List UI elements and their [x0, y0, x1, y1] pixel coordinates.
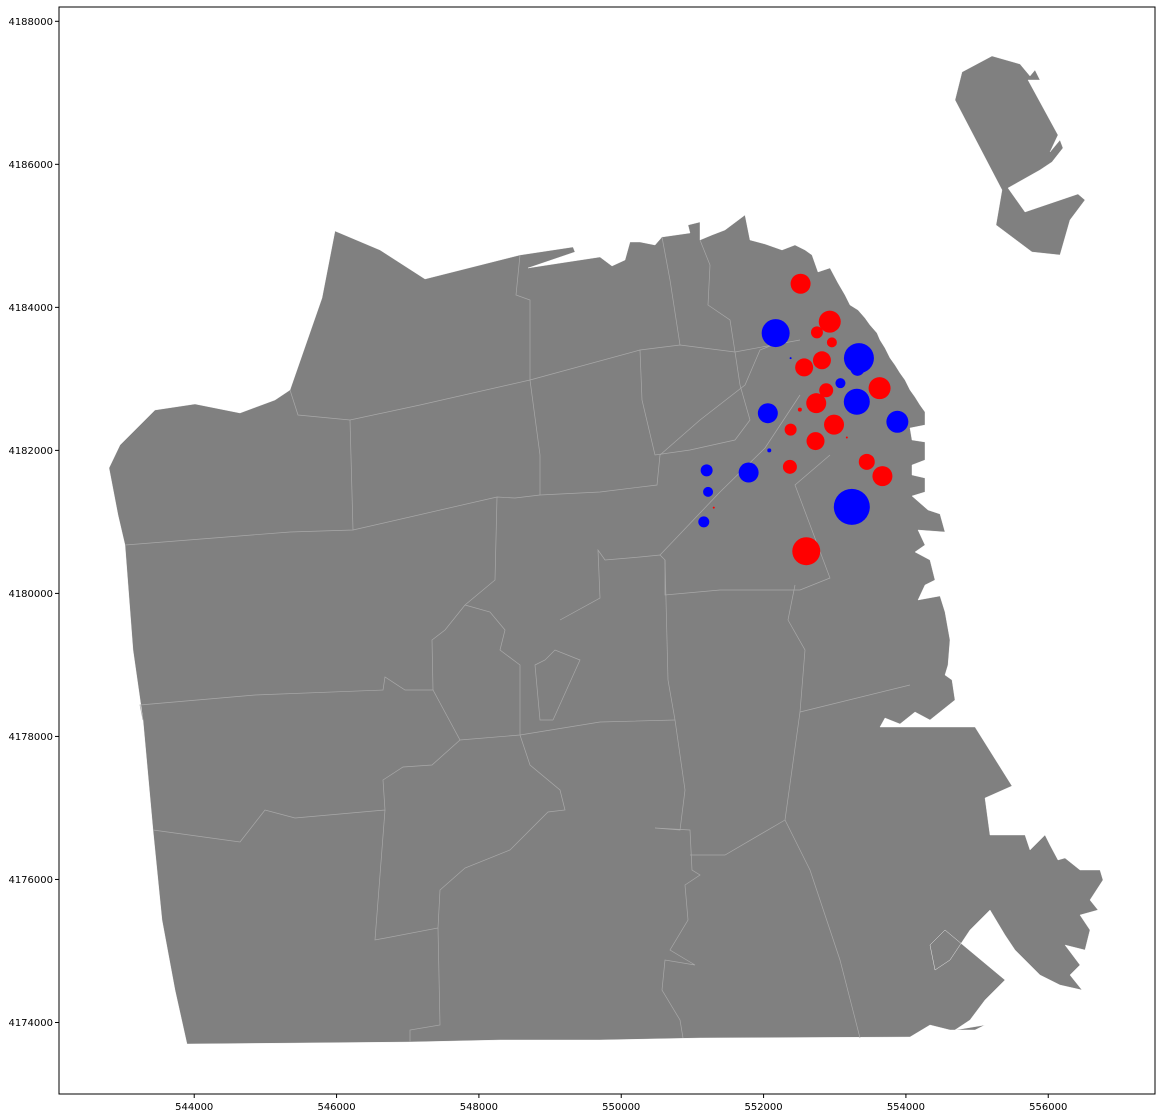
- red-scatter-point: [797, 407, 802, 412]
- red-scatter-point: [784, 423, 797, 436]
- red-scatter-point: [792, 537, 821, 566]
- y-tick-label: 4174000: [8, 1018, 53, 1029]
- red-scatter-point: [845, 436, 848, 439]
- scatter-points: [698, 273, 909, 566]
- red-scatter-point: [712, 506, 715, 509]
- blue-scatter-point: [700, 464, 713, 477]
- x-tick-label: 550000: [602, 1102, 640, 1113]
- red-scatter-point: [806, 432, 825, 451]
- city-land-mass: [108, 214, 1104, 1045]
- red-scatter-point: [790, 273, 811, 294]
- y-tick-label: 4184000: [8, 303, 53, 314]
- y-tick-label: 4186000: [8, 160, 53, 171]
- y-axis: 4174000 4176000 4178000 4180000 4182000 41840…: [8, 17, 59, 1029]
- blue-scatter-point: [835, 378, 846, 389]
- y-tick-label: 4188000: [8, 17, 53, 28]
- red-scatter-point: [795, 358, 814, 377]
- blue-scatter-point: [738, 462, 759, 483]
- treasure-island: [954, 55, 1086, 256]
- y-tick-label: 4176000: [8, 875, 53, 886]
- y-tick-label: 4178000: [8, 732, 53, 743]
- blue-scatter-point: [843, 388, 870, 415]
- red-scatter-point: [818, 310, 841, 333]
- x-tick-label: 554000: [887, 1102, 925, 1113]
- blue-scatter-point: [703, 486, 714, 497]
- red-scatter-point: [812, 351, 831, 370]
- neighborhood-boundaries: [124, 236, 911, 1042]
- blue-scatter-point: [850, 361, 865, 376]
- x-axis: 544000 546000 548000 550000 552000 554000 5560…: [175, 1094, 1067, 1113]
- blue-scatter-point: [761, 319, 790, 348]
- red-scatter-point: [868, 377, 891, 400]
- blue-scatter-point: [833, 488, 870, 525]
- blue-scatter-point: [789, 357, 792, 360]
- red-scatter-point: [782, 459, 797, 474]
- x-tick-label: 544000: [175, 1102, 213, 1113]
- red-scatter-point: [819, 383, 834, 398]
- x-tick-label: 556000: [1029, 1102, 1067, 1113]
- blue-scatter-point: [886, 410, 909, 433]
- y-tick-label: 4180000: [8, 589, 53, 600]
- red-scatter-point: [872, 466, 893, 487]
- red-scatter-point: [810, 326, 823, 339]
- city-neighborhood-map: [108, 55, 1104, 1045]
- blue-scatter-point: [698, 516, 710, 528]
- x-tick-label: 546000: [317, 1102, 355, 1113]
- axes-frame: [58, 6, 1156, 1095]
- red-scatter-point: [858, 453, 875, 470]
- y-tick-label: 4182000: [8, 446, 53, 457]
- x-tick-label: 552000: [744, 1102, 782, 1113]
- blue-scatter-point: [757, 403, 778, 424]
- red-scatter-point: [824, 414, 845, 435]
- blue-scatter-point: [767, 448, 772, 453]
- red-scatter-point: [826, 337, 837, 348]
- red-scatter-point: [806, 393, 827, 414]
- x-tick-label: 548000: [460, 1102, 498, 1113]
